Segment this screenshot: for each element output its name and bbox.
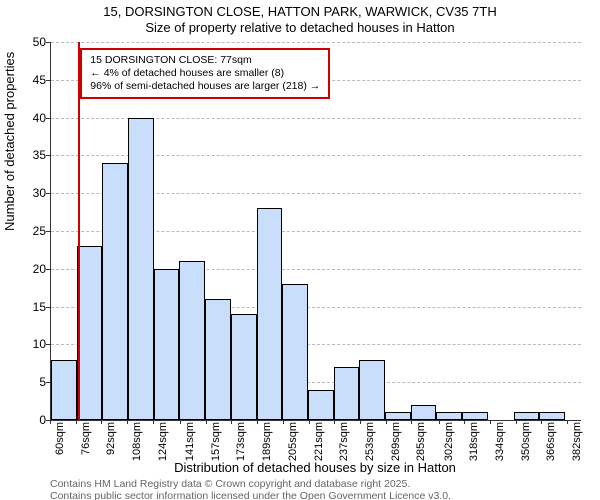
- ytick-mark: [46, 382, 50, 383]
- ytick-label: 15: [6, 300, 46, 314]
- xtick-mark: [50, 420, 51, 424]
- xtick-mark: [567, 420, 568, 424]
- xtick-mark: [76, 420, 77, 424]
- histogram-bar: [128, 118, 154, 420]
- ytick-mark: [46, 118, 50, 119]
- histogram-bar: [539, 412, 565, 420]
- histogram-bar: [385, 412, 411, 420]
- xtick-mark: [231, 420, 232, 424]
- xtick-mark: [541, 420, 542, 424]
- histogram-bar: [436, 412, 462, 420]
- ytick-label: 45: [6, 73, 46, 87]
- xtick-mark: [464, 420, 465, 424]
- histogram-bar: [411, 405, 437, 420]
- histogram-bar: [231, 314, 257, 420]
- ytick-label: 40: [6, 111, 46, 125]
- property-size-chart: 15, DORSINGTON CLOSE, HATTON PARK, WARWI…: [0, 0, 600, 500]
- xtick-mark: [386, 420, 387, 424]
- xtick-mark: [439, 420, 440, 424]
- histogram-bar: [257, 208, 283, 420]
- histogram-bar: [77, 246, 103, 420]
- annotation-line3: 96% of semi-detached houses are larger (…: [90, 80, 320, 93]
- xtick-mark: [283, 420, 284, 424]
- ytick-mark: [46, 155, 50, 156]
- chart-title-line2: Size of property relative to detached ho…: [0, 20, 600, 35]
- ytick-mark: [46, 80, 50, 81]
- xtick-mark: [127, 420, 128, 424]
- ytick-mark: [46, 193, 50, 194]
- histogram-bar: [514, 412, 540, 420]
- histogram-bar: [51, 360, 77, 420]
- annotation-box: 15 DORSINGTON CLOSE: 77sqm← 4% of detach…: [80, 48, 330, 99]
- histogram-bar: [154, 269, 180, 420]
- histogram-bar: [334, 367, 360, 420]
- ytick-mark: [46, 231, 50, 232]
- chart-title-line1: 15, DORSINGTON CLOSE, HATTON PARK, WARWI…: [0, 4, 600, 19]
- histogram-bar: [282, 284, 308, 420]
- ytick-label: 35: [6, 148, 46, 162]
- histogram-bar: [179, 261, 205, 420]
- xtick-mark: [153, 420, 154, 424]
- ytick-label: 50: [6, 35, 46, 49]
- ytick-label: 30: [6, 186, 46, 200]
- xtick-mark: [411, 420, 412, 424]
- ytick-label: 25: [6, 224, 46, 238]
- ytick-label: 10: [6, 337, 46, 351]
- histogram-bar: [205, 299, 231, 420]
- ytick-mark: [46, 344, 50, 345]
- footnote-line2: Contains public sector information licen…: [50, 490, 451, 500]
- histogram-bar: [308, 390, 334, 420]
- plot-area: 15 DORSINGTON CLOSE: 77sqm← 4% of detach…: [50, 42, 581, 421]
- ytick-label: 0: [6, 413, 46, 427]
- ytick-mark: [46, 307, 50, 308]
- annotation-line1: 15 DORSINGTON CLOSE: 77sqm: [90, 54, 320, 67]
- x-axis-label: Distribution of detached houses by size …: [50, 460, 580, 475]
- histogram-bar: [462, 412, 488, 420]
- xtick-mark: [516, 420, 517, 424]
- annotation-line2: ← 4% of detached houses are smaller (8): [90, 67, 320, 80]
- footnote-line1: Contains HM Land Registry data © Crown c…: [50, 478, 410, 490]
- ytick-label: 5: [6, 375, 46, 389]
- histogram-bar: [102, 163, 128, 420]
- ytick-label: 20: [6, 262, 46, 276]
- gridline: [51, 42, 581, 43]
- xtick-mark: [334, 420, 335, 424]
- xtick-mark: [257, 420, 258, 424]
- histogram-bar: [359, 360, 385, 420]
- xtick-mark: [309, 420, 310, 424]
- xtick-mark: [180, 420, 181, 424]
- ytick-mark: [46, 269, 50, 270]
- xtick-mark: [101, 420, 102, 424]
- xtick-mark: [206, 420, 207, 424]
- ytick-mark: [46, 42, 50, 43]
- xtick-mark: [490, 420, 491, 424]
- xtick-mark: [360, 420, 361, 424]
